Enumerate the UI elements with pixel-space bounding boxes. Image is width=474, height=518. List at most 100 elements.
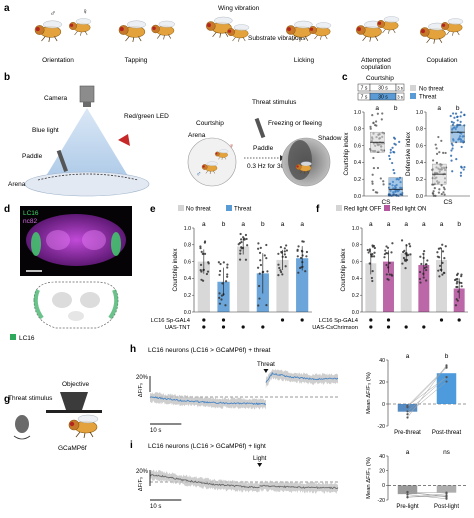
significance-letter: b: [261, 221, 265, 228]
shadow-label: Shadow: [318, 135, 342, 142]
data-point: [450, 142, 453, 145]
data-point: [460, 145, 463, 149]
data-point: [239, 232, 242, 236]
protocol-post-label: 3 s: [397, 95, 403, 100]
y-tick-label: 0.4: [416, 160, 423, 166]
camera-label: Camera: [44, 95, 68, 102]
panel-i: i LC16 neurons (LC16 > GCaMP6f) + light …: [130, 440, 466, 510]
schematic-lobe: [52, 292, 72, 308]
y-tick-label: 0.2: [184, 293, 191, 299]
data-point: [383, 256, 386, 259]
data-point: [302, 240, 305, 243]
genotype-dot: [386, 318, 391, 322]
data-point: [409, 253, 412, 256]
data-point: [240, 241, 243, 244]
panel-c: c Courtship 7 s 30 s 3 s 7 s 30 s 3 s No thre…: [342, 72, 470, 206]
legend-swatch: [336, 205, 342, 211]
data-point: [240, 238, 243, 241]
data-point: [387, 266, 390, 269]
panel-letter: c: [342, 72, 348, 83]
behaviour-labels: Orientation Tapping Licking Attempted copula…: [42, 57, 458, 71]
data-point: [409, 245, 412, 248]
significance-letter: a: [440, 221, 444, 228]
panel-e: e No threat Threat 0.0 0.2 0.4 0.6 0.8 1.0 Court…: [150, 204, 312, 331]
data-point: [284, 255, 287, 259]
data-point: [245, 237, 248, 241]
data-point: [456, 280, 459, 283]
freezing-label: Freezing or fleeing: [268, 120, 322, 127]
y-tick-label: 0.4: [354, 160, 361, 166]
female-symbol-b: ♀: [229, 143, 234, 150]
bar: [453, 288, 465, 312]
y-tick-label: 0.6: [352, 259, 359, 265]
data-point: [462, 168, 465, 171]
panel-b: b Camera Blue light Red/green LED Paddle…: [4, 72, 342, 197]
legend-label: Red light OFF: [344, 207, 382, 213]
data-point: [381, 112, 384, 115]
genotype-dot: [404, 325, 408, 329]
data-point: [451, 144, 454, 147]
fly-pair-tapping: [118, 20, 176, 42]
threat-paddle-icon: [15, 415, 29, 433]
data-point: [434, 143, 437, 146]
data-point: [460, 285, 463, 288]
paddle-icon: [254, 117, 266, 139]
data-point: [390, 251, 393, 254]
significance-letter: a: [437, 105, 441, 112]
scale-bar-x-label: 10 s: [150, 504, 161, 510]
y-tick-label: 0.6: [184, 259, 191, 265]
camera-lens-icon: [83, 102, 91, 107]
data-point: [454, 112, 458, 115]
data-point: [432, 190, 435, 193]
paddle-label-2: Paddle: [253, 145, 274, 152]
data-point: [372, 188, 375, 192]
data-point: [451, 112, 455, 115]
data-point: [244, 258, 248, 261]
data-point: [382, 183, 385, 186]
data-point: [407, 253, 410, 257]
genotype-dot: [369, 318, 373, 322]
genotype-dot: [241, 325, 245, 329]
protocol-post: [395, 92, 405, 101]
data-point: [299, 256, 303, 260]
y-tick-label: -20: [378, 498, 386, 504]
significance-letter: a: [422, 221, 426, 228]
paired-line: [407, 376, 447, 412]
data-point: [441, 243, 444, 246]
data-point: [388, 154, 391, 158]
panel-letter: d: [4, 204, 10, 215]
panel-h: h LC16 neurons (LC16 > GCaMP6f) + threat…: [130, 344, 466, 436]
stage-plate: [46, 410, 102, 413]
data-point: [453, 116, 456, 119]
data-point: [460, 275, 463, 278]
data-point: [257, 242, 260, 245]
data-point: [239, 249, 242, 252]
data-point: [258, 251, 262, 254]
legend-swatch: [410, 85, 416, 91]
data-point: [371, 180, 374, 183]
data-point: [433, 187, 436, 190]
female-symbol: ♀: [82, 7, 88, 16]
data-point: [441, 250, 445, 253]
data-point: [425, 268, 428, 272]
fly-icon: [68, 414, 99, 438]
fly-pair-wing-vibration: [205, 16, 250, 42]
data-point: [218, 302, 222, 305]
y-tick-label: 0.2: [352, 293, 359, 299]
data-point: [265, 243, 268, 247]
legend-swatch: [384, 205, 390, 211]
x-axis-label: CS: [381, 199, 391, 206]
data-point: [445, 364, 448, 367]
data-point: [258, 284, 261, 288]
courtship-index-chart: No threat Threat 0.0 0.2 0.4 0.6 0.8 1.0 Courtsh…: [151, 205, 312, 331]
data-point: [238, 258, 242, 261]
data-point: [440, 192, 443, 196]
data-point: [368, 248, 372, 251]
data-point: [296, 255, 299, 258]
behaviour-label: Tapping: [125, 57, 148, 64]
data-point: [442, 186, 446, 189]
fly-icon: [34, 20, 63, 42]
data-point: [398, 140, 401, 143]
data-point: [445, 494, 448, 497]
